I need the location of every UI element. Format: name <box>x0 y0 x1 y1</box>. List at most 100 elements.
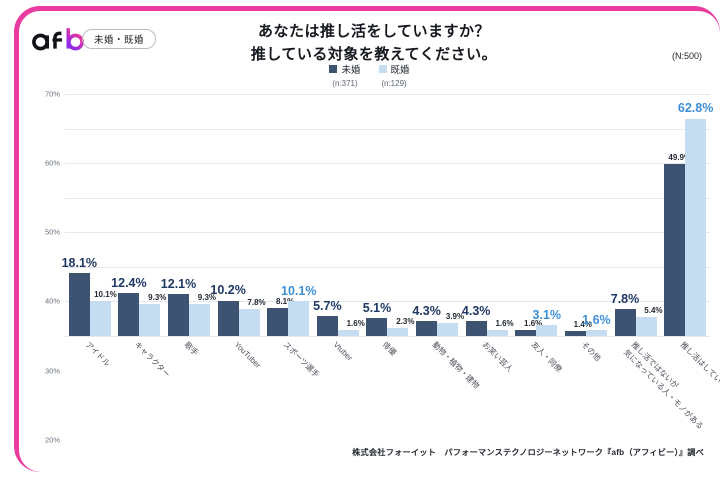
bar-既婚[interactable]: 1.6% <box>486 94 514 336</box>
bar-未婚[interactable]: 1.6% <box>515 94 542 336</box>
bar-未婚[interactable]: 5.7% <box>313 94 342 336</box>
bar-value-label: 7.8% <box>247 298 266 308</box>
bar-rect[interactable]: 7.8% <box>611 293 639 336</box>
y-axis-tick-label: 40% <box>44 296 60 306</box>
bar-未婚[interactable]: 49.9% <box>664 94 691 336</box>
x-axis-label-cell: 俳優 <box>363 338 413 458</box>
legend-item-married: 既婚 (n:129) <box>378 62 410 88</box>
bar-rect[interactable]: 2.3% <box>387 318 414 336</box>
bar-group: 1.4% 1.6% <box>561 94 611 336</box>
x-axis-label: 俳優 <box>381 340 399 358</box>
bar-value-label: 12.1% <box>160 276 197 291</box>
x-axis-label-cell: 推し活ではないが 気になっている人・モノがある <box>611 338 705 458</box>
bar-group: 8.1% 10.1% <box>263 94 316 336</box>
title-line-2: 推している対象を教えてください。 <box>250 45 498 63</box>
bar-rect[interactable]: 3.1% <box>533 309 561 336</box>
bar-rect[interactable]: 10.2% <box>210 284 246 336</box>
bar-rect[interactable]: 9.3% <box>139 293 166 336</box>
bar-未婚[interactable]: 7.8% <box>611 94 639 336</box>
source-credit: 株式会社フォーイット パフォーマンステクノロジーネットワーク『afb（アフィビー… <box>352 448 704 457</box>
bar-rect[interactable]: 12.4% <box>111 277 147 336</box>
bar-既婚[interactable]: 3.1% <box>533 94 561 336</box>
bar-既婚[interactable]: 3.9% <box>437 94 464 336</box>
bar-group: 12.1% 9.3% <box>161 94 216 336</box>
bar-value-label: 5.4% <box>644 306 663 316</box>
legend-n-unmarried: (n:371) <box>332 79 358 88</box>
bar-value-label: 1.4% <box>573 320 592 330</box>
legend-label-married: 既婚 <box>390 65 410 76</box>
bar-rect[interactable]: 1.4% <box>564 321 592 336</box>
afb-logo <box>29 25 93 53</box>
legend-swatch-married <box>378 65 387 73</box>
bar-rect[interactable]: 1.6% <box>486 320 514 336</box>
bar-rect[interactable]: 1.6% <box>582 314 611 336</box>
bar-既婚[interactable]: 10.1% <box>89 94 117 336</box>
bar-group: 4.3% 3.9% <box>412 94 464 336</box>
gridline: 70% <box>45 90 710 99</box>
bar-未婚[interactable]: 10.2% <box>210 94 246 336</box>
bar-rect[interactable]: 18.1% <box>62 257 97 336</box>
bar-既婚[interactable]: 5.4% <box>635 94 663 336</box>
legend-n-married: (n:129) <box>381 79 407 88</box>
x-axis-label-cell: 推し活はしていない <box>660 338 720 458</box>
x-axis-label-cell: 歌手 <box>164 338 214 458</box>
bar-rect[interactable]: 4.3% <box>412 305 441 336</box>
bar-value-label: 10.2% <box>210 283 246 298</box>
y-axis-tick-label: 50% <box>44 227 60 237</box>
bar-rect[interactable]: 9.3% <box>189 293 216 336</box>
bar-value-label: 3.9% <box>445 311 465 321</box>
bar-value-label: 1.6% <box>495 319 514 329</box>
bar-未婚[interactable]: 12.1% <box>161 94 196 336</box>
gridline: 20% <box>45 266 710 444</box>
bar-未婚[interactable]: 4.3% <box>462 94 490 336</box>
bar-既婚[interactable]: 1.6% <box>337 94 365 336</box>
bar-既婚[interactable]: 2.3% <box>387 94 414 336</box>
bar-既婚[interactable]: 62.8% <box>678 94 713 336</box>
x-axis-label: 歌手 <box>182 340 201 358</box>
bar-rect[interactable]: 5.1% <box>363 302 391 336</box>
bar-group: 18.1% 10.1% <box>62 94 117 336</box>
bar-未婚[interactable]: 18.1% <box>62 94 97 336</box>
bar-既婚[interactable]: 9.3% <box>139 94 166 336</box>
bar-未婚[interactable]: 5.1% <box>363 94 391 336</box>
legend-swatch-unmarried <box>329 65 338 73</box>
bar-value-label: 8.1% <box>276 297 295 306</box>
bar-rect[interactable]: 8.1% <box>267 298 294 336</box>
bar-rect[interactable]: 5.7% <box>313 300 342 336</box>
bar-value-label: 49.9% <box>668 152 692 162</box>
bar-既婚[interactable]: 7.8% <box>238 94 266 336</box>
bar-rect[interactable]: 1.6% <box>337 320 365 336</box>
bar-未婚[interactable]: 1.4% <box>564 94 592 336</box>
bar-既婚[interactable]: 1.6% <box>582 94 611 336</box>
bar-rect[interactable]: 1.6% <box>515 320 542 336</box>
bar-rect[interactable]: 49.9% <box>664 153 691 336</box>
bar-未婚[interactable]: 4.3% <box>412 94 441 336</box>
chart-legend: 未婚 (n:371) 既婚 (n:129) <box>19 62 720 88</box>
bar-value-label: 2.3% <box>396 317 415 327</box>
bar-value-label: 4.3% <box>461 303 491 318</box>
bar-chart-plot-area: 0%10%20%30%40%50%60%70% 18.1%10.1%12.4%9… <box>45 90 713 445</box>
bar-未婚[interactable]: 12.4% <box>111 94 147 336</box>
bar-value-label: 5.1% <box>362 300 392 315</box>
bar-rect[interactable]: 3.9% <box>437 312 464 336</box>
bar-rect[interactable]: 12.1% <box>161 278 196 336</box>
bar-既婚[interactable]: 9.3% <box>189 94 216 336</box>
x-axis-label: 友人・同僚 <box>529 340 564 374</box>
bar-group: 1.6% 3.1% <box>511 94 561 336</box>
bar-未婚[interactable]: 8.1% <box>267 94 294 336</box>
bar-value-label: 3.1% <box>532 307 562 322</box>
bar-rect[interactable]: 4.3% <box>462 305 490 336</box>
report-canvas: 未婚・既婚 あなたは推し活をしていますか？ 推している対象を教えてください。 (… <box>19 11 720 472</box>
bar-value-label: 10.1% <box>281 283 317 298</box>
bar-rect[interactable]: 5.4% <box>635 307 663 336</box>
bar-rect[interactable]: 10.1% <box>89 291 117 336</box>
bar-既婚[interactable]: 10.1% <box>281 94 316 336</box>
gridline: 30% <box>45 232 710 375</box>
bar-rect[interactable]: 7.8% <box>238 299 266 336</box>
bar-group: 4.3% 1.6% <box>462 94 514 336</box>
bar-rect[interactable]: 62.8% <box>678 102 713 336</box>
page-title: あなたは推し活をしていますか？ 推している対象を教えてください。 <box>169 21 579 66</box>
bar-value-label: 9.3% <box>148 292 167 302</box>
bar-rect[interactable]: 10.1% <box>281 285 316 336</box>
